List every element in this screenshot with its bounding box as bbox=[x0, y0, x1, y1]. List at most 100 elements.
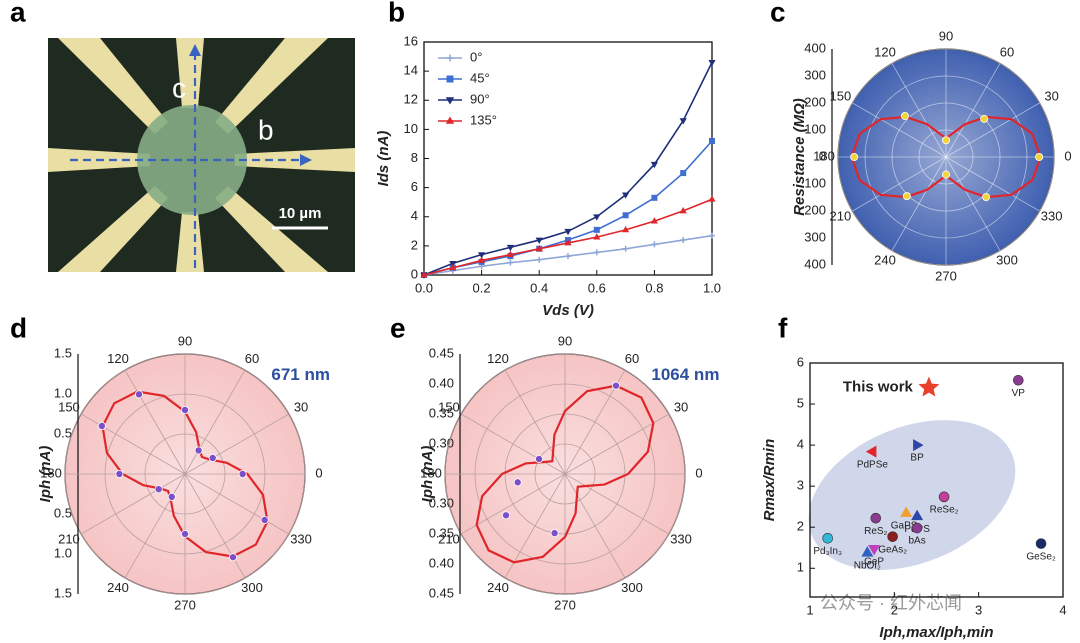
r-tick-label: 100 bbox=[804, 175, 826, 190]
grid-spoke bbox=[460, 473, 566, 535]
x-tick-label: 1 bbox=[806, 602, 813, 617]
grid-spoke bbox=[564, 473, 626, 579]
x-axis-label: Vds (V) bbox=[542, 302, 594, 319]
watermark: 公众号 · 红外芯闻 bbox=[820, 593, 962, 613]
data-point bbox=[180, 530, 189, 539]
marker bbox=[913, 439, 924, 452]
data-point bbox=[900, 111, 909, 120]
angle-tick-label: 210 bbox=[829, 208, 851, 223]
marker bbox=[446, 75, 454, 83]
marker bbox=[709, 232, 715, 239]
panel-label: b bbox=[388, 0, 405, 27]
y-tick-label: 8 bbox=[411, 150, 418, 165]
marker bbox=[449, 263, 457, 271]
data-point bbox=[134, 390, 143, 399]
marker bbox=[593, 226, 600, 233]
grid-spoke bbox=[564, 473, 670, 535]
marker bbox=[911, 522, 923, 534]
grid-spoke bbox=[124, 473, 186, 579]
r-axis-label: Iph (nA) bbox=[37, 446, 54, 503]
y-tick-label: 14 bbox=[404, 63, 418, 78]
scale-bar-label: 10 µm bbox=[279, 205, 322, 222]
marker bbox=[679, 207, 687, 214]
marker bbox=[887, 531, 898, 542]
y-tick-label: 4 bbox=[411, 208, 418, 223]
angle-tick-label: 330 bbox=[290, 531, 312, 546]
grid-spoke bbox=[184, 473, 290, 535]
point-label: This work bbox=[843, 379, 914, 396]
data-point bbox=[115, 469, 124, 478]
grid-spoke bbox=[891, 156, 947, 251]
wavelength-label: 1064 nm bbox=[651, 365, 719, 384]
x-tick-label: 0.2 bbox=[473, 280, 491, 295]
marker bbox=[861, 546, 874, 557]
r-tick-label: 1.5 bbox=[54, 345, 72, 360]
grid-spoke bbox=[184, 369, 246, 475]
data-point bbox=[238, 469, 247, 478]
y-tick-label: 2 bbox=[411, 237, 418, 252]
marker bbox=[911, 509, 924, 521]
point-label: BP bbox=[910, 453, 924, 464]
y-tick-label: 4 bbox=[797, 437, 804, 452]
panel-label: e bbox=[390, 312, 406, 343]
grid-spoke bbox=[184, 413, 290, 475]
point-label: ReSe₂ bbox=[930, 504, 959, 515]
marker bbox=[535, 237, 543, 244]
x-tick-label: 4 bbox=[1059, 602, 1066, 617]
y-tick-label: 1 bbox=[797, 560, 804, 575]
data-point bbox=[980, 114, 989, 123]
r-tick-label: 0 bbox=[819, 148, 826, 163]
grid-spoke bbox=[124, 369, 186, 475]
data-point bbox=[260, 516, 269, 525]
marker bbox=[507, 259, 514, 266]
marker bbox=[651, 194, 658, 201]
marker bbox=[822, 532, 834, 544]
marker bbox=[535, 244, 543, 252]
x-tick-label: 0.4 bbox=[530, 280, 548, 295]
marker bbox=[593, 233, 601, 240]
angle-tick-label: 180 bbox=[40, 465, 62, 480]
angle-tick-label: 330 bbox=[1041, 208, 1063, 223]
angle-tick-label: 30 bbox=[294, 399, 308, 414]
data-point bbox=[194, 446, 203, 455]
region-shading bbox=[808, 420, 1016, 570]
angle-tick-label: 240 bbox=[874, 252, 896, 267]
grid-spoke bbox=[852, 156, 947, 212]
angle-tick-label: 300 bbox=[621, 580, 643, 595]
angle-tick-label: 150 bbox=[438, 399, 460, 414]
y-tick-label: 12 bbox=[404, 92, 418, 107]
angle-tick-label: 30 bbox=[674, 399, 688, 414]
r-tick-label: 200 bbox=[804, 202, 826, 217]
panel-label: d bbox=[10, 312, 27, 343]
x-tick-label: 0.8 bbox=[645, 280, 663, 295]
angle-tick-label: 180 bbox=[813, 148, 835, 163]
angle-tick-label: 180 bbox=[420, 465, 442, 480]
grid-spoke bbox=[945, 156, 1001, 251]
angle-tick-label: 150 bbox=[829, 88, 851, 103]
angle-tick-label: 300 bbox=[241, 580, 263, 595]
y-tick-label: 3 bbox=[797, 478, 804, 493]
angle-tick-label: 330 bbox=[670, 531, 692, 546]
r-axis-label: Iph (nA) bbox=[419, 446, 436, 503]
data-point bbox=[154, 485, 163, 494]
r-tick-label: 0.35 bbox=[429, 525, 454, 540]
r-tick-label: 0.40 bbox=[429, 375, 454, 390]
marker bbox=[708, 195, 716, 202]
marker bbox=[622, 245, 629, 252]
y-tick-label: 6 bbox=[411, 179, 418, 194]
marker bbox=[445, 116, 455, 124]
angle-tick-label: 120 bbox=[487, 351, 509, 366]
angle-tick-label: 240 bbox=[107, 580, 129, 595]
marker bbox=[478, 252, 486, 259]
marker bbox=[564, 228, 572, 236]
marker bbox=[506, 250, 514, 258]
angle-tick-label: 150 bbox=[58, 399, 80, 414]
y-tick-label: 0 bbox=[411, 266, 418, 281]
y-tick-label: 10 bbox=[404, 121, 418, 136]
grid-spoke bbox=[891, 63, 947, 158]
data-point bbox=[180, 405, 189, 414]
y-tick-label: 5 bbox=[797, 395, 804, 410]
grid-spoke bbox=[852, 102, 947, 158]
data-point bbox=[902, 192, 911, 201]
